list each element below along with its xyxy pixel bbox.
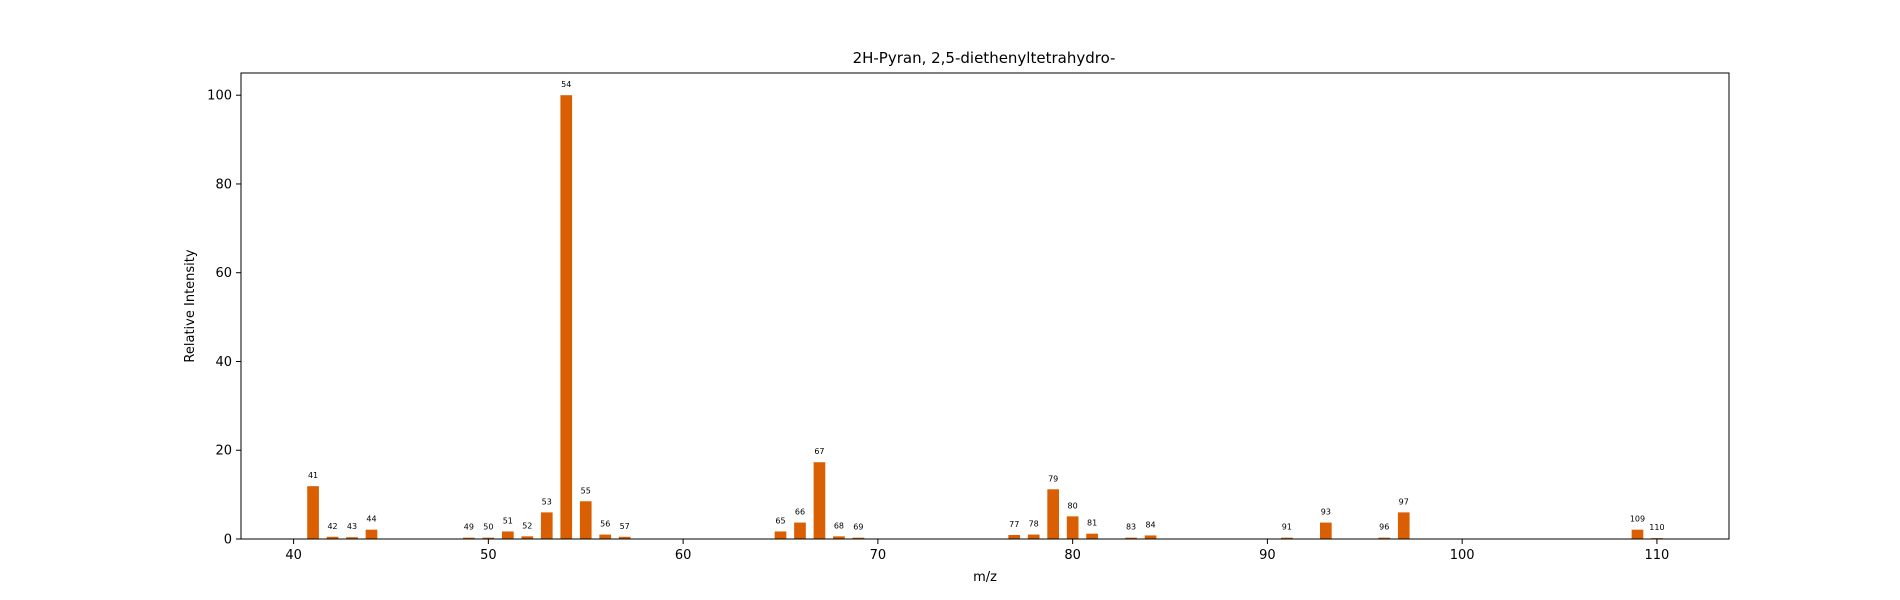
y-tick-label: 40	[215, 355, 232, 370]
x-axis-ticks: 40 50 60 70 80 90 100 110	[285, 539, 1669, 563]
bar-mz-84	[1144, 535, 1157, 539]
peak-label-mz-49: 49	[464, 523, 474, 532]
peak-label-mz-65: 65	[775, 516, 785, 525]
peak-label-mz-44: 44	[366, 515, 376, 524]
bar-mz-77	[1008, 535, 1021, 539]
bar-mz-69	[852, 537, 865, 539]
peak-label-mz-80: 80	[1068, 501, 1078, 510]
x-tick-label: 90	[1259, 548, 1276, 563]
peak-label-mz-79: 79	[1048, 474, 1058, 483]
x-tick-label: 40	[285, 548, 302, 563]
bar-mz-53	[540, 512, 553, 539]
peak-label-mz-55: 55	[581, 486, 591, 495]
bar-mz-81	[1086, 533, 1098, 539]
peak-label-mz-83: 83	[1126, 523, 1136, 532]
y-tick-label: 80	[215, 177, 232, 192]
peak-label-mz-54: 54	[561, 80, 571, 89]
peak-label-mz-93: 93	[1321, 508, 1331, 517]
x-tick-label: 80	[1064, 548, 1081, 563]
y-tick-label: 60	[215, 266, 232, 281]
bar-mz-91	[1281, 537, 1293, 539]
peak-label-mz-42: 42	[327, 522, 337, 531]
bar-mz-78	[1027, 534, 1040, 539]
bar-mz-42	[326, 536, 339, 539]
bar-mz-96	[1378, 537, 1391, 539]
bar-mz-66	[794, 522, 806, 539]
bar-mz-65	[774, 531, 787, 539]
peak-label-mz-41: 41	[308, 471, 318, 480]
peak-label-mz-53: 53	[542, 497, 552, 506]
x-tick-label: 50	[480, 548, 497, 563]
peak-label-mz-96: 96	[1379, 523, 1389, 532]
peak-label-mz-78: 78	[1029, 520, 1039, 529]
chart-title: 2H-Pyran, 2,5-diethenyltetrahydro-	[853, 49, 1116, 67]
peak-label-mz-110: 110	[1649, 523, 1664, 532]
peak-label-mz-67: 67	[814, 447, 824, 456]
y-tick-label: 100	[207, 89, 232, 104]
peak-label-mz-51: 51	[503, 516, 513, 525]
bar-mz-79	[1047, 489, 1060, 539]
bar-mz-97	[1397, 512, 1410, 539]
bar-mz-52	[521, 536, 534, 539]
y-tick-label: 20	[215, 444, 232, 459]
peak-label-mz-68: 68	[834, 521, 844, 530]
bar-mz-54	[560, 95, 573, 539]
x-tick-label: 70	[870, 548, 887, 563]
bar-mz-93	[1319, 522, 1332, 539]
bar-mz-109	[1631, 529, 1644, 539]
bar-mz-57	[618, 536, 631, 539]
peak-label-mz-109: 109	[1630, 515, 1645, 524]
bar-mz-67	[813, 462, 826, 539]
peak-label-mz-52: 52	[522, 521, 532, 530]
x-tick-label: 110	[1645, 548, 1670, 563]
bars-group	[307, 95, 1663, 539]
bar-mz-83	[1125, 537, 1137, 539]
bar-mz-44	[365, 529, 378, 539]
peak-label-mz-81: 81	[1087, 519, 1097, 528]
bar-mz-51	[501, 531, 514, 539]
y-axis-ticks: 0 20 40 60 80 100	[207, 89, 241, 548]
peak-label-mz-43: 43	[347, 522, 357, 531]
x-tick-label: 100	[1450, 548, 1475, 563]
peak-label-mz-69: 69	[853, 523, 863, 532]
peak-label-mz-57: 57	[620, 522, 630, 531]
bar-mz-56	[599, 534, 612, 539]
peak-labels-group: 41 42 43 44 49 50 51 52 53 54 55 56 57 65 66 67 68 69 77 78…	[308, 80, 1665, 532]
bar-mz-68	[833, 536, 845, 539]
y-axis-label: Relative Intensity	[183, 249, 198, 362]
plot-frame	[240, 72, 1730, 540]
bar-mz-55	[579, 501, 592, 539]
peak-label-mz-97: 97	[1399, 497, 1409, 506]
peak-label-mz-66: 66	[795, 508, 805, 517]
y-tick-label: 0	[224, 533, 232, 548]
bar-mz-50	[482, 537, 495, 539]
x-axis-label: m/z	[973, 570, 997, 585]
peak-label-mz-56: 56	[600, 520, 610, 529]
peak-label-mz-77: 77	[1009, 520, 1019, 529]
peak-label-mz-91: 91	[1282, 523, 1292, 532]
peak-label-mz-50: 50	[483, 523, 493, 532]
bar-mz-49	[463, 537, 475, 539]
bar-mz-43	[346, 537, 358, 539]
peak-label-mz-84: 84	[1145, 520, 1155, 529]
x-tick-label: 60	[675, 548, 692, 563]
bar-mz-41	[307, 486, 319, 539]
bar-mz-80	[1066, 516, 1079, 539]
